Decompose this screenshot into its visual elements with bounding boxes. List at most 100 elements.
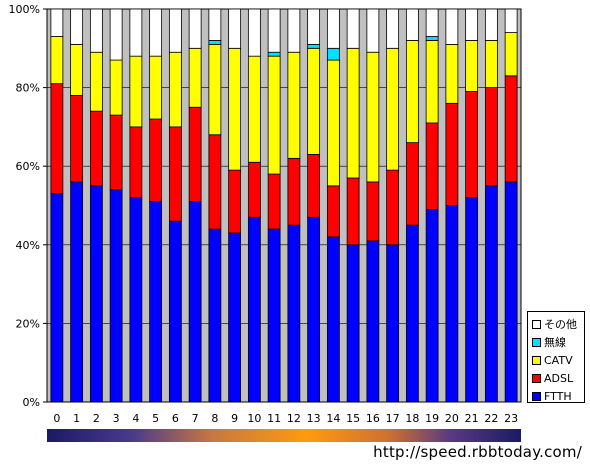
x-tick-label: 21 bbox=[465, 412, 479, 425]
bar-segment-CATV-9 bbox=[228, 47, 242, 171]
legend-swatch bbox=[532, 337, 541, 347]
x-tick-label: 6 bbox=[172, 412, 179, 425]
bar-segment-ADSL-2 bbox=[89, 110, 103, 187]
bar-segment-ADSL-4 bbox=[129, 126, 143, 199]
bar-segment-FTTH-6 bbox=[168, 220, 182, 403]
gridlines bbox=[47, 87, 521, 324]
bar-segment-CATV-10 bbox=[247, 55, 261, 163]
x-tick-label: 3 bbox=[113, 412, 120, 425]
stacked-bar-chart: 0%20%40%60%80%100% 0 1 2 3 4 5 6 7 8 9 10 11 12 13 14 1… bbox=[9, 3, 522, 425]
bar-segment-FTTH-11 bbox=[267, 228, 281, 403]
x-tick-label: 23 bbox=[504, 412, 518, 425]
bar-segment-その他-9 bbox=[228, 8, 242, 49]
bar-segment-CATV-21 bbox=[465, 40, 479, 92]
bars bbox=[50, 8, 518, 403]
bar-segment-FTTH-23 bbox=[504, 181, 518, 403]
y-tick-label: 60% bbox=[16, 160, 40, 173]
bar-segment-CATV-17 bbox=[386, 47, 400, 171]
x-tick-label: 15 bbox=[346, 412, 360, 425]
bar-segment-FTTH-5 bbox=[149, 201, 163, 403]
bar-segment-FTTH-2 bbox=[89, 185, 103, 403]
x-tick-label: 0 bbox=[53, 412, 60, 425]
bar-segment-その他-19 bbox=[425, 8, 439, 37]
bar-segment-その他-15 bbox=[346, 8, 360, 49]
bar-segment-FTTH-4 bbox=[129, 197, 143, 403]
bar-segment-FTTH-1 bbox=[70, 181, 84, 403]
bar-segment-CATV-16 bbox=[366, 51, 380, 183]
bar-segment-FTTH-10 bbox=[247, 216, 261, 403]
x-tick-label: 17 bbox=[386, 412, 400, 425]
x-tick-label: 10 bbox=[247, 412, 261, 425]
legend-item: FTTH bbox=[532, 387, 584, 405]
bar-segment-ADSL-6 bbox=[168, 126, 182, 222]
x-tick-label: 12 bbox=[287, 412, 301, 425]
legend-item: ADSL bbox=[532, 369, 584, 387]
bar-segment-FTTH-20 bbox=[445, 205, 459, 403]
x-tick-label: 18 bbox=[405, 412, 419, 425]
bar-segment-その他-5 bbox=[149, 8, 163, 57]
bar-segment-その他-17 bbox=[386, 8, 400, 49]
bar-segment-CATV-0 bbox=[50, 36, 64, 85]
bar-segment-ADSL-11 bbox=[267, 173, 281, 230]
bar-segment-CATV-7 bbox=[188, 47, 202, 108]
bar-segment-ADSL-7 bbox=[188, 106, 202, 202]
bar-segment-その他-13 bbox=[307, 8, 321, 45]
bar-segment-CATV-4 bbox=[129, 55, 143, 128]
bar-segment-CATV-6 bbox=[168, 51, 182, 128]
bar-segment-FTTH-9 bbox=[228, 232, 242, 403]
bar-segment-CATV-23 bbox=[504, 32, 518, 77]
bar-segment-CATV-8 bbox=[208, 43, 222, 136]
bar-segment-CATV-3 bbox=[109, 59, 123, 116]
y-tick-label: 0% bbox=[23, 396, 40, 409]
bar-segment-FTTH-0 bbox=[50, 193, 64, 403]
bar-segment-ADSL-8 bbox=[208, 134, 222, 230]
bar-segment-無線-13 bbox=[307, 43, 321, 49]
bar-segment-CATV-11 bbox=[267, 55, 281, 175]
y-axis: 0% 20% 40% 60% 80% 100% bbox=[9, 3, 47, 409]
legend-item: その他 bbox=[532, 315, 584, 333]
bar-segment-CATV-5 bbox=[149, 55, 163, 120]
bar-segment-ADSL-1 bbox=[70, 95, 84, 183]
bar-segment-CATV-14 bbox=[326, 59, 340, 187]
bar-segment-ADSL-21 bbox=[465, 91, 479, 199]
bar-segment-無線-11 bbox=[267, 51, 281, 57]
bar-segment-ADSL-9 bbox=[228, 169, 242, 234]
legend-swatch bbox=[532, 355, 541, 365]
x-tick-label: 2 bbox=[93, 412, 100, 425]
bar-segment-その他-6 bbox=[168, 8, 182, 53]
bar-segment-ADSL-5 bbox=[149, 118, 163, 202]
bar-segment-CATV-20 bbox=[445, 43, 459, 104]
x-tick-label: 14 bbox=[326, 412, 340, 425]
bar-segment-ADSL-10 bbox=[247, 161, 261, 218]
legend-label: 無線 bbox=[544, 336, 566, 349]
bar-segment-その他-7 bbox=[188, 8, 202, 49]
bar-segment-その他-20 bbox=[445, 8, 459, 45]
bar-segment-CATV-12 bbox=[287, 51, 301, 159]
bar-segment-ADSL-18 bbox=[405, 142, 419, 226]
x-tick-label: 16 bbox=[366, 412, 380, 425]
x-tick-label: 20 bbox=[445, 412, 459, 425]
bar-segment-FTTH-8 bbox=[208, 228, 222, 403]
bar-segment-無線-19 bbox=[425, 36, 439, 41]
bar-segment-FTTH-19 bbox=[425, 209, 439, 403]
bar-segment-その他-1 bbox=[70, 8, 84, 45]
bar-segment-FTTH-21 bbox=[465, 197, 479, 403]
x-tick-label: 8 bbox=[211, 412, 218, 425]
bar-segment-ADSL-14 bbox=[326, 185, 340, 238]
bar-segment-その他-4 bbox=[129, 8, 143, 57]
time-of-day-gradient-bar bbox=[47, 429, 521, 442]
bar-segment-ADSL-17 bbox=[386, 169, 400, 246]
bar-segment-FTTH-12 bbox=[287, 224, 301, 403]
legend-swatch bbox=[532, 373, 541, 383]
legend-item: 無線 bbox=[532, 333, 584, 351]
x-tick-label: 5 bbox=[152, 412, 159, 425]
source-url: http://speed.rbbtoday.com/ bbox=[373, 443, 582, 461]
bar-segment-ADSL-20 bbox=[445, 102, 459, 206]
bar-segment-その他-0 bbox=[50, 8, 64, 37]
bar-segment-CATV-1 bbox=[70, 43, 84, 96]
bar-segment-FTTH-22 bbox=[484, 185, 498, 403]
bar-segment-ADSL-22 bbox=[484, 87, 498, 187]
bar-segment-その他-8 bbox=[208, 8, 222, 41]
legend-swatch bbox=[532, 391, 541, 401]
legend-label: CATV bbox=[544, 353, 573, 367]
